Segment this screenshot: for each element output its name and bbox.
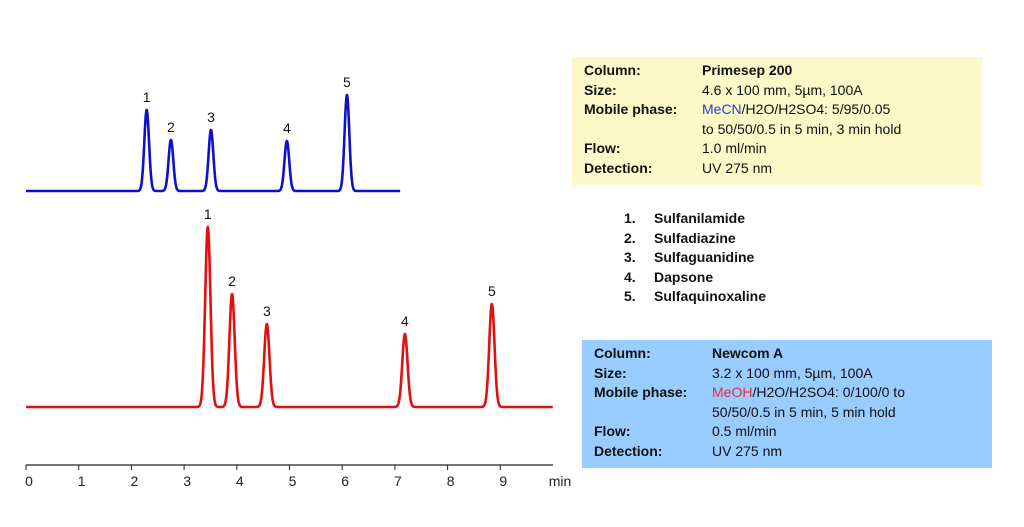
- newcom-conditions-box: Column: Newcom A Size: 3.2 x 100 mm, 5µm, …: [582, 340, 992, 468]
- peak-label: 2: [167, 119, 175, 135]
- legend-compound: Dapsone: [654, 268, 714, 285]
- peak-label: 2: [228, 273, 236, 289]
- solvent-mecn: MeCN: [702, 101, 742, 117]
- x-tick-label: 7: [394, 473, 402, 489]
- solvent-meoh: MeOH: [712, 384, 753, 400]
- flow-value: 0.5 ml/min: [712, 423, 777, 439]
- x-tick-label: 4: [236, 473, 244, 489]
- gradient-value: to 50/50/0.5 in 5 min, 3 min hold: [702, 120, 902, 137]
- label: [594, 403, 712, 423]
- mobile-phase-value: /H2O/H2SO4: 5/95/0.05: [741, 101, 891, 117]
- peak-label: 5: [343, 74, 351, 90]
- x-tick-label: 0: [25, 473, 33, 489]
- size-value: 3.2 x 100 mm, 5µm, 100A: [712, 364, 873, 381]
- label: Size:: [594, 364, 627, 381]
- x-tick-label: 6: [341, 473, 349, 489]
- legend-compound: Sulfadiazine: [654, 229, 736, 246]
- peak-label: 3: [207, 109, 215, 125]
- peak-label: 4: [401, 313, 409, 329]
- legend-number: 5.: [624, 288, 636, 304]
- x-tick-label: 1: [78, 473, 86, 489]
- label: Flow:: [594, 423, 631, 439]
- x-tick-label: 5: [289, 473, 297, 489]
- gradient-value: 50/50/0.5 in 5 min, 5 min hold: [712, 403, 896, 420]
- detection-value: UV 275 nm: [702, 159, 773, 176]
- column-name: Primesep 200: [702, 62, 793, 78]
- compound-legend: 1. Sulfanilamide 2. Sulfadiazine 3. Sulfagu…: [624, 209, 766, 307]
- legend-compound: Sulfaquinoxaline: [654, 288, 767, 304]
- label: Column:: [584, 62, 641, 78]
- label: Mobile phase:: [594, 384, 688, 400]
- legend-number: 1.: [624, 210, 636, 226]
- legend-compound: Sulfanilamide: [654, 210, 746, 226]
- trace-primesep: [24, 93, 402, 193]
- label: [584, 120, 702, 140]
- flow-value: 1.0 ml/min: [702, 140, 767, 156]
- x-tick-label: 9: [499, 473, 507, 489]
- mobile-phase-value: /H2O/H2SO4: 0/100/0 to: [752, 384, 905, 400]
- x-tick-label: 3: [183, 473, 191, 489]
- legend-compound: Sulfaguanidine: [654, 249, 755, 265]
- label: Mobile phase:: [584, 101, 678, 117]
- label: Column:: [594, 345, 651, 361]
- size-value: 4.6 x 100 mm, 5µm, 100A: [702, 81, 863, 98]
- legend-number: 2.: [624, 229, 636, 246]
- label: Detection:: [594, 442, 663, 459]
- detection-value: UV 275 nm: [712, 442, 783, 459]
- peak-label: 3: [263, 303, 271, 319]
- primesep-conditions-box: Column: Primesep 200 Size: 4.6 x 100 mm, 5…: [572, 57, 982, 185]
- legend-number: 4.: [624, 268, 636, 285]
- label: Detection:: [584, 159, 653, 176]
- peak-label: 4: [283, 120, 291, 136]
- peak-label: 1: [143, 89, 151, 105]
- label: Flow:: [584, 140, 621, 156]
- column-name: Newcom A: [712, 345, 784, 361]
- peak-label: 5: [488, 283, 496, 299]
- trace-newcom: [24, 225, 554, 409]
- label: Size:: [584, 81, 617, 98]
- legend-number: 3.: [624, 249, 636, 265]
- peak-label: 1: [204, 206, 212, 222]
- x-tick-label: 8: [447, 473, 455, 489]
- x-axis: 0 1 2 3 4 5 6 7 8 9 min: [25, 464, 572, 489]
- x-tick-label: 2: [131, 473, 139, 489]
- x-axis-label: min: [549, 473, 572, 489]
